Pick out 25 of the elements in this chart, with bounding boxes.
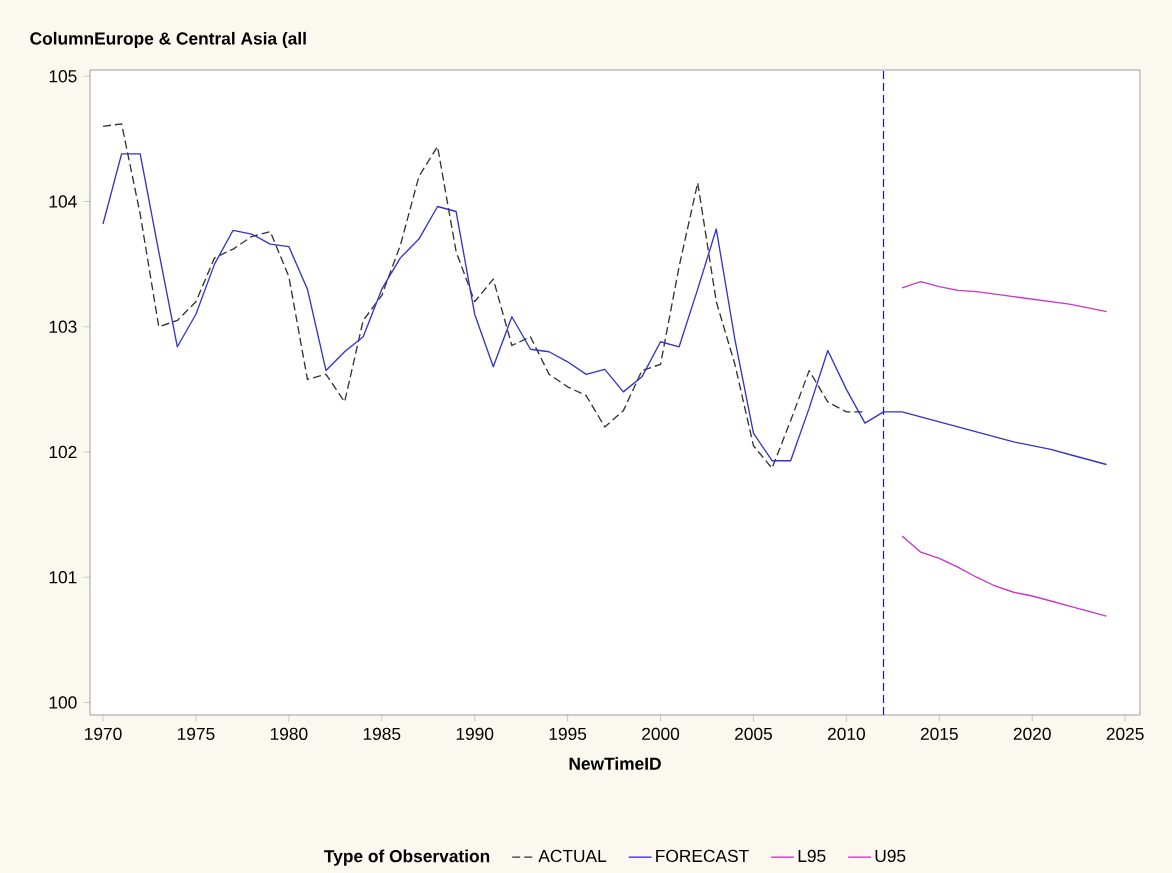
legend-label: U95 [875,849,906,863]
x-tick-label: 1985 [363,727,401,740]
y-tick-label: 101 [49,571,77,584]
y-tick-label: 100 [49,696,77,709]
x-tick-label: 2020 [1013,727,1051,740]
y-tick-label: 102 [49,445,77,459]
x-tick-label: 1980 [270,727,308,740]
x-tick-label: 1990 [456,727,494,740]
legend-label: ACTUAL [538,849,607,863]
x-tick-label: 2015 [920,727,958,740]
legend-label: FORECAST [656,849,749,863]
x-tick-label: 1970 [85,727,122,740]
legend-label: L95 [798,849,826,863]
y-tick-label: 105 [49,70,77,83]
x-tick-label: 2010 [827,727,865,740]
x-tick-label: 2025 [1106,727,1144,740]
x-tick-label: 2005 [735,727,772,740]
x-tick-label: 1995 [549,727,587,740]
x-tick-label: 2000 [642,727,680,740]
x-tick-label: 1975 [177,727,215,740]
legend-title: Type of Observation [324,849,490,866]
y-tick-label: 104 [49,195,77,208]
y-tick-label: 103 [49,320,77,333]
chart-title: ColumnEurope & Central Asia (all [30,31,306,49]
x-axis-title: NewTimeID [569,757,661,770]
